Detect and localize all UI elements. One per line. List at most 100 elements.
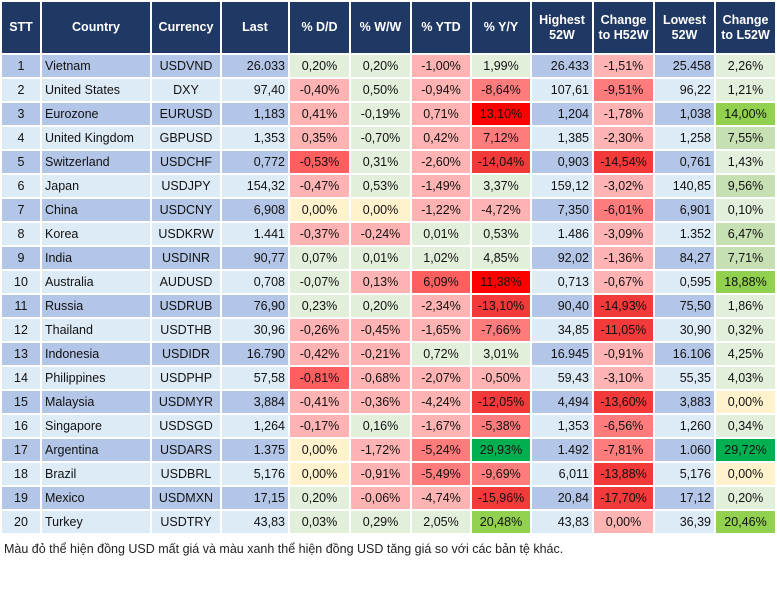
cell-cl: 0,00% <box>714 389 777 415</box>
cell-stt: 2 <box>0 77 42 103</box>
cell-yy: 0,53% <box>470 221 532 247</box>
cell-high: 159,12 <box>530 173 594 199</box>
cell-ch: -0,91% <box>592 341 655 367</box>
cell-currency: EURUSD <box>150 101 222 127</box>
cell-currency: USDCHF <box>150 149 222 175</box>
cell-cl: 1,43% <box>714 149 777 175</box>
column-header-cl: Change to L52W <box>714 0 777 55</box>
cell-country: Australia <box>40 269 152 295</box>
cell-country: Argentina <box>40 437 152 463</box>
cell-last: 1,183 <box>220 101 290 127</box>
cell-country: Korea <box>40 221 152 247</box>
cell-high: 20,84 <box>530 485 594 511</box>
cell-ww: -0,24% <box>349 221 412 247</box>
cell-ww: 0,53% <box>349 173 412 199</box>
cell-low: 25.458 <box>653 53 716 79</box>
cell-last: 1,353 <box>220 125 290 151</box>
cell-cl: 4,03% <box>714 365 777 391</box>
cell-ch: -11,05% <box>592 317 655 343</box>
table-row: 15 Malaysia USDMYR 3,884 -0,41% -0,36% -4,24% -… <box>0 389 777 415</box>
cell-ww: -0,91% <box>349 461 412 487</box>
column-header-ch: Change to H52W <box>592 0 655 55</box>
cell-cl: 0,32% <box>714 317 777 343</box>
cell-currency: USDTHB <box>150 317 222 343</box>
table-row: 3 Eurozone EURUSD 1,183 0,41% -0,19% 0,71% 13,1… <box>0 101 777 127</box>
cell-last: 1.441 <box>220 221 290 247</box>
cell-low: 84,27 <box>653 245 716 271</box>
cell-dd: -0,53% <box>288 149 351 175</box>
cell-high: 1,353 <box>530 413 594 439</box>
cell-ww: 0,29% <box>349 509 412 535</box>
cell-high: 4,494 <box>530 389 594 415</box>
column-header-dd: % D/D <box>288 0 351 55</box>
table-row: 12 Thailand USDTHB 30,96 -0,26% -0,45% -1,65% -… <box>0 317 777 343</box>
cell-last: 17,15 <box>220 485 290 511</box>
cell-currency: USDVND <box>150 53 222 79</box>
cell-ch: -7,81% <box>592 437 655 463</box>
cell-ytd: 0,72% <box>410 341 472 367</box>
cell-last: 0,708 <box>220 269 290 295</box>
cell-ww: 0,13% <box>349 269 412 295</box>
cell-dd: 0,20% <box>288 485 351 511</box>
cell-currency: USDJPY <box>150 173 222 199</box>
cell-ytd: 0,42% <box>410 125 472 151</box>
cell-stt: 6 <box>0 173 42 199</box>
cell-cl: 7,71% <box>714 245 777 271</box>
table-row: 8 Korea USDKRW 1.441 -0,37% -0,24% 0,01% 0,53% 1… <box>0 221 777 247</box>
cell-ch: -3,09% <box>592 221 655 247</box>
cell-country: United Kingdom <box>40 125 152 151</box>
cell-stt: 13 <box>0 341 42 367</box>
cell-ch: -3,02% <box>592 173 655 199</box>
cell-low: 3,883 <box>653 389 716 415</box>
cell-ww: -0,68% <box>349 365 412 391</box>
cell-low: 1,258 <box>653 125 716 151</box>
cell-country: Philippines <box>40 365 152 391</box>
cell-ytd: -2,07% <box>410 365 472 391</box>
column-header-yy: % Y/Y <box>470 0 532 55</box>
cell-ch: -14,93% <box>592 293 655 319</box>
cell-stt: 16 <box>0 413 42 439</box>
cell-currency: USDCNY <box>150 197 222 223</box>
cell-high: 92,02 <box>530 245 594 271</box>
table-row: 7 China USDCNY 6,908 0,00% 0,00% -1,22% -4,72% 7… <box>0 197 777 223</box>
cell-ch: -1,51% <box>592 53 655 79</box>
column-header-low: Lowest 52W <box>653 0 716 55</box>
cell-ytd: -1,67% <box>410 413 472 439</box>
cell-cl: 0,00% <box>714 461 777 487</box>
cell-stt: 19 <box>0 485 42 511</box>
cell-currency: USDSGD <box>150 413 222 439</box>
cell-ch: -0,67% <box>592 269 655 295</box>
cell-ww: 0,00% <box>349 197 412 223</box>
cell-dd: -0,07% <box>288 269 351 295</box>
cell-ww: -1,72% <box>349 437 412 463</box>
cell-dd: -0,81% <box>288 365 351 391</box>
cell-cl: 9,56% <box>714 173 777 199</box>
cell-ytd: -2,60% <box>410 149 472 175</box>
cell-ytd: 1,02% <box>410 245 472 271</box>
cell-ch: -3,10% <box>592 365 655 391</box>
cell-high: 6,011 <box>530 461 594 487</box>
cell-ch: -13,88% <box>592 461 655 487</box>
cell-yy: -7,66% <box>470 317 532 343</box>
cell-dd: 0,00% <box>288 197 351 223</box>
cell-ww: -0,06% <box>349 485 412 511</box>
cell-currency: USDPHP <box>150 365 222 391</box>
cell-country: Eurozone <box>40 101 152 127</box>
cell-ytd: -0,94% <box>410 77 472 103</box>
cell-low: 6,901 <box>653 197 716 223</box>
cell-dd: 0,23% <box>288 293 351 319</box>
cell-stt: 17 <box>0 437 42 463</box>
cell-cl: 0,20% <box>714 485 777 511</box>
cell-country: Russia <box>40 293 152 319</box>
cell-high: 34,85 <box>530 317 594 343</box>
cell-high: 1.486 <box>530 221 594 247</box>
cell-country: Indonesia <box>40 341 152 367</box>
table-row: 10 Australia AUDUSD 0,708 -0,07% 0,13% 6,09% 11… <box>0 269 777 295</box>
currency-table: STT Country Currency Last% D/D% W/W% YTD% Y… <box>0 0 777 535</box>
cell-last: 76,90 <box>220 293 290 319</box>
cell-last: 90,77 <box>220 245 290 271</box>
cell-country: Switzerland <box>40 149 152 175</box>
cell-ytd: -4,24% <box>410 389 472 415</box>
cell-country: Japan <box>40 173 152 199</box>
table-row: 20 Turkey USDTRY 43,83 0,03% 0,29% 2,05% 20,48%… <box>0 509 777 535</box>
